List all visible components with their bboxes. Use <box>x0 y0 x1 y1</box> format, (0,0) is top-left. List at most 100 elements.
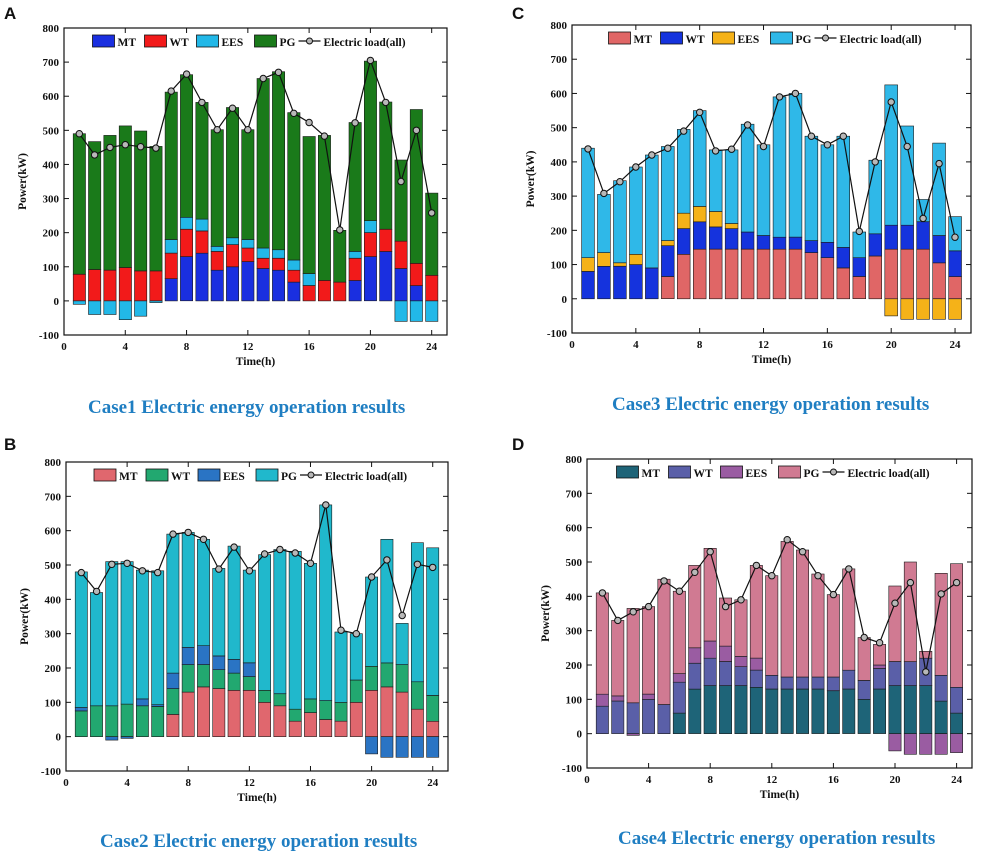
bar-pg-24 <box>426 547 440 696</box>
bar-ees-5 <box>134 300 148 317</box>
bar-wt-4 <box>642 698 656 734</box>
bar-wt-14 <box>273 693 287 707</box>
bar-wt-16 <box>304 698 317 713</box>
load-point-13 <box>259 74 267 83</box>
load-point-2 <box>92 587 101 596</box>
y-tick-label: 800 <box>551 20 568 32</box>
legend-label-mt: MT <box>642 468 661 480</box>
legend-line-marker <box>306 37 313 45</box>
load-point-15 <box>807 132 816 140</box>
load-point-9 <box>721 602 730 611</box>
load-point-21 <box>903 142 911 151</box>
y-tick-label: 200 <box>566 660 583 672</box>
bar-mt-23 <box>410 708 424 738</box>
bar-mt-24 <box>948 276 962 300</box>
bar-mt-19 <box>348 280 362 302</box>
bar-ees-4 <box>642 693 656 700</box>
bar-wt-11 <box>227 672 241 691</box>
bar-wt-10 <box>724 228 739 250</box>
bar-wt-17 <box>842 669 856 690</box>
y-tick-label: 600 <box>566 523 583 535</box>
bar-ees-4 <box>120 736 134 739</box>
bar-mt-11 <box>227 689 241 737</box>
y-tick-label: 300 <box>551 191 568 203</box>
bar-mt-17 <box>319 719 333 738</box>
bar-mt-20 <box>884 248 898 300</box>
bar-wt-13 <box>780 676 794 690</box>
bar-mt-10 <box>210 269 224 302</box>
bar-pg-15 <box>288 550 302 710</box>
load-point-10 <box>215 565 223 573</box>
bar-mt-16 <box>820 257 835 300</box>
legend-line-marker <box>307 471 315 479</box>
bar-mt-22 <box>394 268 408 302</box>
bar-pg-13 <box>258 554 271 691</box>
bar-pg-1 <box>581 147 595 258</box>
x-tick-label: 12 <box>244 777 256 789</box>
load-point-13 <box>260 550 269 558</box>
load-point-18 <box>337 626 345 634</box>
bar-pg-13 <box>780 541 794 678</box>
load-point-16 <box>305 118 313 127</box>
y-tick-label: 300 <box>45 629 62 641</box>
bar-wt-9 <box>708 226 723 250</box>
bar-wt-11 <box>226 244 239 268</box>
bar-ees-23 <box>410 736 424 758</box>
bar-mt-18 <box>857 698 871 734</box>
bar-wt-17 <box>319 700 333 720</box>
bar-mt-21 <box>900 248 914 300</box>
bar-pg-2 <box>90 592 103 707</box>
bar-pg-4 <box>629 166 643 255</box>
bar-mt-18 <box>852 276 867 300</box>
bar-wt-2 <box>597 265 611 300</box>
bar-ees-12 <box>242 662 256 677</box>
bar-wt-8 <box>692 221 707 250</box>
x-tick-label: 4 <box>124 777 130 789</box>
load-point-20 <box>366 56 375 65</box>
x-axis-label: Time(h) <box>752 354 792 366</box>
x-axis-label: Time(h) <box>237 792 277 804</box>
bar-wt-5 <box>134 270 148 302</box>
bar-pg-19 <box>868 159 883 235</box>
bar-wt-24 <box>425 274 439 302</box>
y-axis-label: Power(kW) <box>17 153 29 210</box>
x-tick-label: 16 <box>304 341 316 353</box>
load-point-9 <box>711 147 720 155</box>
bar-mt-15 <box>811 688 825 734</box>
load-point-20 <box>887 98 895 106</box>
bar-ees-23 <box>934 733 948 755</box>
y-tick-label: 300 <box>43 194 60 206</box>
bar-mt-21 <box>380 686 394 738</box>
load-point-19 <box>871 158 879 166</box>
bar-pg-19 <box>349 633 363 681</box>
legend-line-marker <box>822 34 829 42</box>
load-point-20 <box>891 599 899 607</box>
bar-wt-8 <box>180 229 193 257</box>
bar-wt-13 <box>772 236 787 250</box>
bar-wt-18 <box>852 257 867 277</box>
y-tick-label: 300 <box>566 626 583 638</box>
bar-ees-22 <box>916 298 930 320</box>
bar-pg-12 <box>241 129 255 240</box>
x-tick-label: 8 <box>707 774 713 786</box>
bar-wt-18 <box>334 701 348 722</box>
bar-mt-8 <box>180 256 193 302</box>
load-point-8 <box>706 548 714 556</box>
bar-ees-5 <box>136 698 149 707</box>
legend-label-wt: WT <box>170 37 190 49</box>
bar-wt-8 <box>181 664 195 693</box>
load-point-11 <box>228 104 237 112</box>
y-tick-label: 400 <box>551 157 568 169</box>
bar-pg-8 <box>692 110 707 207</box>
bar-pg-8 <box>180 74 193 218</box>
bar-wt-5 <box>645 267 659 300</box>
bar-pg-19 <box>348 122 362 252</box>
x-tick-label: 16 <box>305 777 317 789</box>
y-tick-label: -100 <box>39 330 60 342</box>
bar-wt-7 <box>166 688 180 715</box>
x-tick-label: 4 <box>123 341 129 353</box>
x-tick-label: 20 <box>886 339 898 351</box>
x-tick-label: 16 <box>828 774 840 786</box>
load-point-6 <box>664 144 672 152</box>
bar-wt-6 <box>672 681 686 714</box>
